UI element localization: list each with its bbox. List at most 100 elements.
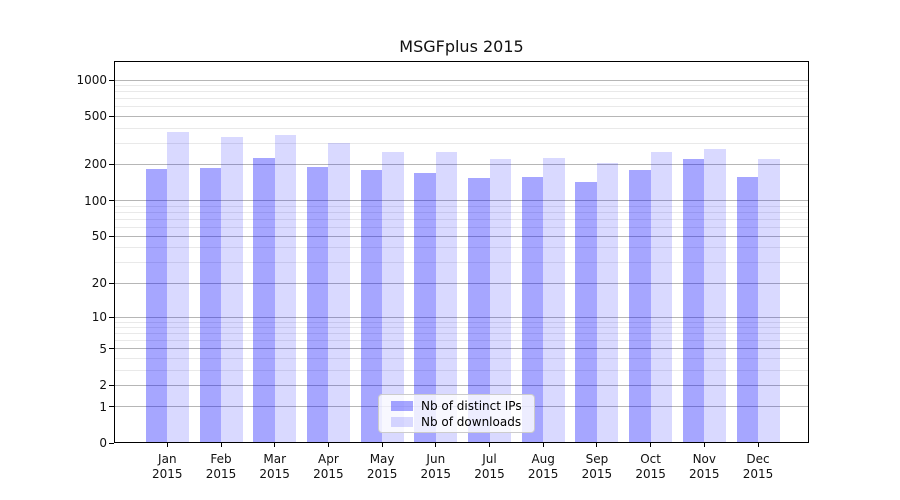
y-tick-mark-20 [109,282,114,284]
x-tick-month-jan: Jan [158,452,177,466]
bar-distinct-ips-aug [521,177,544,442]
bar-downloads-sep [596,162,619,442]
bar-distinct-ips-mar [253,157,275,442]
y-tick-label-100: 100 [84,193,107,208]
y-tick-label-50: 50 [91,229,107,244]
x-tick-mark-oct [650,443,652,447]
legend-swatch-distinct-ips [391,400,413,411]
bar-downloads-feb [221,137,243,442]
x-tick-mark-feb [220,443,222,447]
x-tick-label-jul: Jul 2015 [460,452,520,482]
gridline-major-1000 [115,79,808,81]
bar-distinct-ips-dec [736,177,758,442]
y-tick-mark-500 [109,115,114,117]
y-tick-label-500: 500 [84,109,107,124]
bar-downloads-nov [704,149,726,442]
x-tick-month-aug: Aug [531,452,555,466]
x-tick-year-jun: 2015 [420,467,452,481]
gridline-minor-900 [115,85,808,86]
x-tick-month-apr: Apr [318,452,339,466]
plot-area: Nb of distinct IPs Nb of downloads [114,61,809,443]
gridline-major-500 [115,115,808,117]
gridline-minor-70 [115,218,808,220]
gridline-minor-400 [115,127,808,129]
bar-downloads-aug [543,157,565,442]
gridline-minor-30 [115,262,808,264]
gridline-major-100 [115,200,808,201]
x-tick-year-aug: 2015 [527,467,559,481]
gridline-minor-6 [115,340,808,342]
x-tick-label-dec: Dec 2015 [728,452,788,482]
bar-distinct-ips-jun [414,172,436,442]
x-tick-year-jan: 2015 [152,467,183,481]
bar-downloads-jul [489,158,511,442]
bar-downloads-oct [650,151,673,442]
x-tick-month-may: May [369,452,395,466]
y-tick-mark-200 [109,163,114,165]
x-tick-label-may: May 2015 [352,452,412,482]
gridline-minor-300 [115,142,808,144]
x-tick-mark-dec [757,443,759,447]
x-tick-label-feb: Feb 2015 [191,452,251,482]
gridline-minor-3 [115,369,808,371]
x-tick-year-apr: 2015 [313,467,344,481]
x-tick-month-mar: Mar [263,452,286,466]
x-tick-year-jul: 2015 [474,467,505,481]
gridline-minor-7 [115,333,808,335]
bar-distinct-ips-apr [306,166,329,442]
legend-label-distinct-ips: Nb of distinct IPs [421,398,522,413]
gridline-major-50 [115,235,808,237]
legend-item-distinct-ips: Nb of distinct IPs [391,398,522,413]
x-tick-mark-aug [542,443,544,447]
gridline-minor-60 [115,226,808,228]
x-tick-year-mar: 2015 [259,467,290,481]
bar-downloads-dec [758,158,780,442]
x-tick-year-nov: 2015 [689,467,720,481]
x-tick-year-feb: 2015 [205,467,237,481]
x-tick-mark-mar [274,443,276,447]
x-tick-month-oct: Oct [640,452,661,466]
y-tick-label-1: 1 [99,399,107,414]
bar-distinct-ips-feb [199,167,221,442]
x-tick-month-nov: Nov [692,452,716,466]
x-tick-year-sep: 2015 [581,467,613,481]
x-tick-mark-nov [703,443,705,447]
legend-item-downloads: Nb of downloads [391,414,522,429]
bar-distinct-ips-jan [145,169,168,442]
gridline-minor-800 [115,91,808,93]
gridline-minor-4 [115,357,808,359]
bar-downloads-jun [435,151,458,442]
x-tick-month-jul: Jul [482,452,497,466]
bar-downloads-mar [274,134,297,442]
y-tick-label-1000: 1000 [76,73,107,87]
x-tick-mark-apr [327,443,329,447]
x-tick-month-sep: Sep [585,452,609,466]
x-tick-year-oct: 2015 [635,467,666,481]
y-tick-mark-2 [109,384,114,386]
bar-downloads-may [382,151,404,442]
bar-distinct-ips-jul [468,178,490,442]
legend-swatch-downloads [391,416,413,427]
bar-distinct-ips-may [360,169,383,442]
y-tick-label-0: 0 [99,436,107,450]
bar-downloads-jan [167,132,189,442]
x-tick-label-oct: Oct 2015 [621,452,681,482]
x-tick-mark-jun [435,443,437,447]
y-tick-mark-50 [109,235,114,237]
gridline-major-10 [115,316,808,318]
bar-distinct-ips-nov [682,158,705,442]
y-tick-label-2: 2 [99,378,107,393]
bar-distinct-ips-sep [575,181,597,442]
x-tick-mark-may [381,443,383,447]
x-tick-label-mar: Mar 2015 [245,452,305,482]
x-tick-month-feb: Feb [210,452,232,466]
gridline-major-5 [115,348,808,350]
legend-label-downloads: Nb of downloads [421,414,522,429]
gridline-minor-80 [115,211,808,213]
x-tick-label-nov: Nov 2015 [674,452,734,482]
y-tick-mark-100 [109,200,114,201]
bar-distinct-ips-oct [629,169,651,442]
gridline-minor-90 [115,205,808,207]
x-tick-mark-sep [596,443,598,447]
